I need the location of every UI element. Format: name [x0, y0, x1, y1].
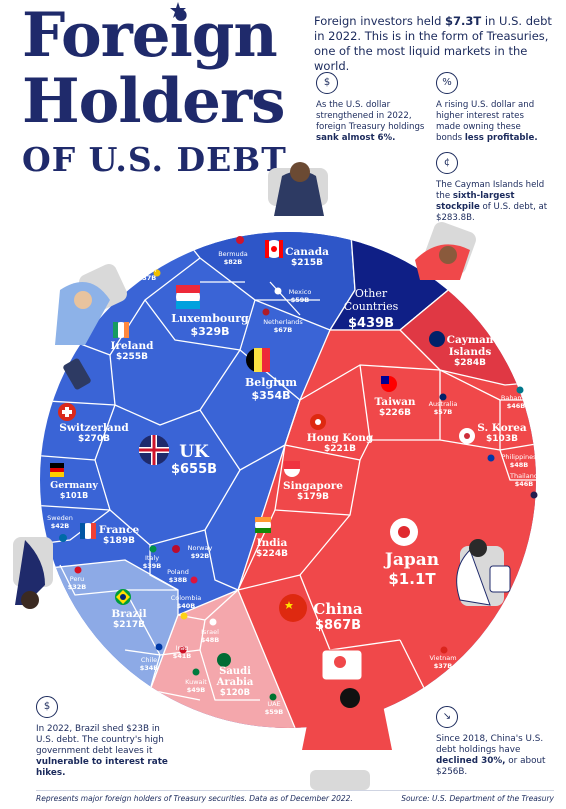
flag-netherlands-icon	[262, 308, 270, 316]
label-peru: Peru $32B	[67, 575, 87, 591]
label-belgium: Belgium $354B	[245, 376, 297, 402]
label-cayman: Cayman Islands $284B	[446, 334, 494, 368]
label-china: China $867B	[313, 600, 363, 633]
label-kuwait: Kuwait $49B	[185, 678, 207, 694]
label-ireland: Ireland $255B	[110, 340, 154, 362]
title-line-1: Foreign	[22, 0, 278, 71]
flag-mexico-icon	[274, 287, 282, 295]
note-dollar: $ As the U.S. dollar strengthened in 202…	[316, 72, 428, 144]
title-line-2: Holders	[22, 66, 285, 137]
label-australia: Australia $57B	[428, 400, 458, 416]
star-icon	[170, 2, 186, 18]
label-mexico: Mexico $59B	[288, 288, 312, 304]
note-china: ↘ Since 2018, China's U.S. debt holdings…	[436, 706, 554, 778]
flag-australia-icon	[439, 393, 447, 401]
flag-poland-icon	[190, 576, 198, 584]
coins-icon: ¢	[436, 152, 458, 174]
label-uae: UAE $59B	[264, 700, 284, 716]
label-italy: Italy $39B	[142, 554, 162, 570]
note-brazil: $ In 2022, Brazil shed $23B in U.S. debt…	[36, 696, 176, 779]
label-france: France $189B	[98, 524, 140, 546]
title-line-3: OF U.S. DEBT	[22, 140, 287, 179]
flag-vietnam-icon	[440, 646, 448, 654]
flag-iraq-icon	[179, 646, 187, 654]
label-netherlands: Netherlands $67B	[263, 318, 303, 334]
label-colombia: Colombia $40B	[170, 594, 202, 610]
footer-note: Represents major foreign holders of Trea…	[36, 794, 353, 803]
flag-peru-icon	[74, 566, 82, 574]
footer-divider	[36, 790, 554, 791]
trend-down-icon: ↘	[436, 706, 458, 728]
percent-up-icon: %	[436, 72, 458, 94]
label-brazil: Brazil $217B	[111, 608, 147, 630]
label-bermuda: Bermuda $82B	[218, 250, 248, 266]
label-saudi: Saudi Arabia $120B	[216, 666, 254, 698]
flag-israel-icon	[209, 618, 217, 626]
label-bahamas: Bahamas $46B	[500, 394, 532, 410]
label-philippines: Philippines $48B	[501, 453, 537, 469]
region-south-america	[40, 559, 179, 728]
label-sweden: Sweden $42B	[47, 514, 73, 530]
label-iraq: Iraq $41B	[172, 644, 192, 660]
label-japan: Japan $1.1T	[384, 550, 440, 588]
flag-kuwait-icon	[192, 668, 200, 676]
intro-text: Foreign investors held $7.3T in U.S. deb…	[314, 14, 552, 73]
label-poland: Poland $38B	[167, 568, 189, 584]
flags	[50, 236, 538, 701]
flag-colombia-icon	[180, 612, 188, 620]
flag-cayman-icon	[429, 331, 445, 347]
label-switzerland: Switzerland $270B	[59, 422, 129, 444]
flag-china-icon	[279, 594, 307, 622]
flag-philippines-icon	[487, 454, 495, 462]
flag-chile-icon	[155, 643, 163, 651]
label-luxembourg: Luxembourg $329B	[171, 312, 249, 338]
label-vietnam: Vietnam $37B	[429, 654, 457, 670]
label-other: Other Countries $439B	[343, 287, 399, 331]
label-canada: Canada $215B	[285, 246, 329, 268]
flag-bermuda-icon	[236, 236, 244, 244]
flag-saudi-icon	[217, 653, 231, 667]
money-icon: $	[316, 72, 338, 94]
label-spain: Spain $37B	[137, 266, 157, 282]
flag-sweden-icon	[59, 534, 67, 542]
flag-spain-icon	[153, 269, 161, 277]
label-norway: Norway $92B	[187, 544, 213, 560]
dollar-coin-icon: $	[36, 696, 58, 718]
label-uk: UK $655B	[170, 442, 218, 477]
label-thailand: Thailand $46B	[510, 472, 538, 488]
label-germany: Germany $101B	[50, 480, 98, 500]
label-korea: S. Korea $103B	[477, 422, 527, 444]
label-india: India $224B	[256, 537, 288, 559]
flag-thailand-icon	[530, 491, 538, 499]
flag-italy-icon	[149, 545, 157, 553]
note-rates: % A rising U.S. dollar and higher intere…	[436, 72, 548, 144]
label-singapore: Singapore $179B	[283, 480, 343, 502]
label-hongkong: Hong Kong $221B	[306, 432, 374, 454]
footer-source: Source: U.S. Department of the Treasury	[401, 794, 554, 803]
label-israel: Israel $48B	[200, 628, 220, 644]
note-cayman: ¢ The Cayman Islands held the sixth-larg…	[436, 152, 551, 224]
label-taiwan: Taiwan $226B	[374, 396, 416, 418]
illustration-people	[13, 162, 511, 790]
flag-uae-icon	[269, 693, 277, 701]
flag-bahamas-icon	[516, 386, 524, 394]
flag-norway-icon	[172, 545, 180, 553]
label-chile: Chile $34B	[139, 656, 159, 672]
